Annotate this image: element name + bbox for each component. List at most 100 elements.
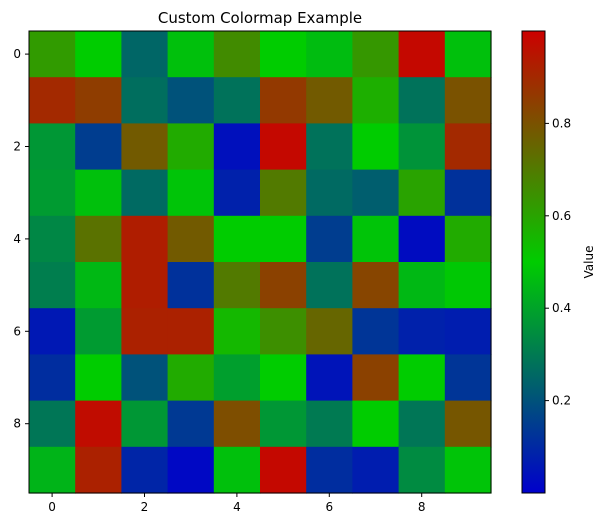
heatmap-cell xyxy=(121,31,169,78)
heatmap-cell xyxy=(121,169,169,217)
heatmap-cell xyxy=(213,77,261,124)
heatmap-cell xyxy=(352,31,400,78)
heatmap-cell xyxy=(121,354,169,402)
heatmap-cell xyxy=(213,31,261,78)
heatmap-cell xyxy=(29,308,76,355)
heatmap-cell xyxy=(260,446,307,494)
x-tick-label: 4 xyxy=(233,500,241,514)
heatmap-cell xyxy=(352,169,400,217)
heatmap-cell xyxy=(444,31,492,78)
heatmap-cell xyxy=(444,262,492,309)
heatmap-cell xyxy=(444,446,492,494)
heatmap-cell xyxy=(75,262,122,309)
y-tick-label: 4 xyxy=(13,232,21,246)
heatmap-cell xyxy=(444,215,492,263)
heatmap-cell xyxy=(444,77,492,124)
heatmap-cell xyxy=(121,262,169,309)
heatmap-cell xyxy=(260,123,307,171)
heatmap-cell xyxy=(306,308,353,355)
heatmap-cell xyxy=(75,31,122,78)
heatmap-cell xyxy=(29,169,76,217)
heatmap-cell xyxy=(260,262,307,309)
heatmap-cell xyxy=(398,77,446,124)
heatmap-cell xyxy=(398,262,446,309)
heatmap-cell xyxy=(352,446,400,494)
heatmap-cell xyxy=(29,262,76,309)
x-tick-label: 6 xyxy=(325,500,333,514)
colorbar-tick-label: 0.8 xyxy=(552,116,571,130)
heatmap-cell xyxy=(75,354,122,402)
x-axis: 0 2 4 6 8 xyxy=(48,493,426,514)
heatmap-cell xyxy=(352,123,400,171)
heatmap-cell xyxy=(260,354,307,402)
heatmap-cell xyxy=(29,31,76,78)
heatmap-cell xyxy=(306,446,353,494)
heatmap-cell xyxy=(167,31,215,78)
heatmap-cell xyxy=(444,123,492,171)
plot-frame xyxy=(28,30,492,494)
heatmap-cell xyxy=(121,123,169,171)
heatmap-cell xyxy=(167,169,215,217)
colorbar-axis: 0.2 0.4 0.6 0.8 xyxy=(545,116,571,408)
heatmap-cell xyxy=(121,77,169,124)
y-tick-label: 6 xyxy=(13,324,21,338)
heatmap-cell xyxy=(213,400,261,448)
heatmap-cell xyxy=(121,446,169,494)
heatmap-cell xyxy=(121,400,169,448)
heatmap-cell xyxy=(306,262,353,309)
heatmap-cell xyxy=(121,308,169,355)
heatmap-cell xyxy=(167,400,215,448)
heatmap-cell xyxy=(29,123,76,171)
y-tick-label: 8 xyxy=(13,417,21,431)
heatmap-cell xyxy=(213,123,261,171)
heatmap-cell xyxy=(352,354,400,402)
chart-title: Custom Colormap Example xyxy=(158,9,362,27)
heatmap-cell xyxy=(75,308,122,355)
heatmap-cell xyxy=(398,308,446,355)
heatmap-cell xyxy=(306,354,353,402)
heatmap-cell xyxy=(306,169,353,217)
heatmap-cell xyxy=(29,446,76,494)
heatmap-cell xyxy=(167,215,215,263)
heatmap-cell xyxy=(75,169,122,217)
colorbar-tick-label: 0.2 xyxy=(552,394,571,408)
heatmap-cell xyxy=(213,308,261,355)
heatmap-cell xyxy=(398,215,446,263)
x-tick-label: 2 xyxy=(141,500,149,514)
heatmap-cell xyxy=(260,31,307,78)
y-tick-label: 0 xyxy=(13,47,21,61)
heatmap-cell xyxy=(444,354,492,402)
heatmap-cell xyxy=(260,308,307,355)
heatmap-cell xyxy=(75,446,122,494)
heatmap-cell xyxy=(213,169,261,217)
colorbar-tick-label: 0.4 xyxy=(552,301,571,315)
heatmap-cell xyxy=(352,308,400,355)
heatmap-cell xyxy=(167,308,215,355)
heatmap-cell xyxy=(213,354,261,402)
heatmap-cell xyxy=(167,77,215,124)
heatmap-cell xyxy=(398,169,446,217)
heatmap-cell xyxy=(167,446,215,494)
colorbar xyxy=(521,30,546,494)
heatmap-cell xyxy=(121,215,169,263)
heatmap-cell xyxy=(398,31,446,78)
heatmap-cell xyxy=(444,169,492,217)
heatmap-cell xyxy=(352,400,400,448)
heatmap-cell xyxy=(29,400,76,448)
x-tick-label: 8 xyxy=(418,500,426,514)
heatmap-cell xyxy=(398,446,446,494)
heatmap-cell xyxy=(260,400,307,448)
heatmap-cell xyxy=(306,215,353,263)
heatmap-cell xyxy=(306,31,353,78)
heatmap-cell xyxy=(213,215,261,263)
y-axis: 0 2 4 6 8 xyxy=(13,47,29,431)
heatmap-cell xyxy=(213,262,261,309)
heatmap-cell xyxy=(352,262,400,309)
heatmap-cell xyxy=(398,123,446,171)
heatmap-cell xyxy=(398,400,446,448)
colorbar-label: Value xyxy=(582,246,596,279)
heatmap-cell xyxy=(260,215,307,263)
heatmap-cell xyxy=(29,354,76,402)
heatmap-cell xyxy=(306,77,353,124)
